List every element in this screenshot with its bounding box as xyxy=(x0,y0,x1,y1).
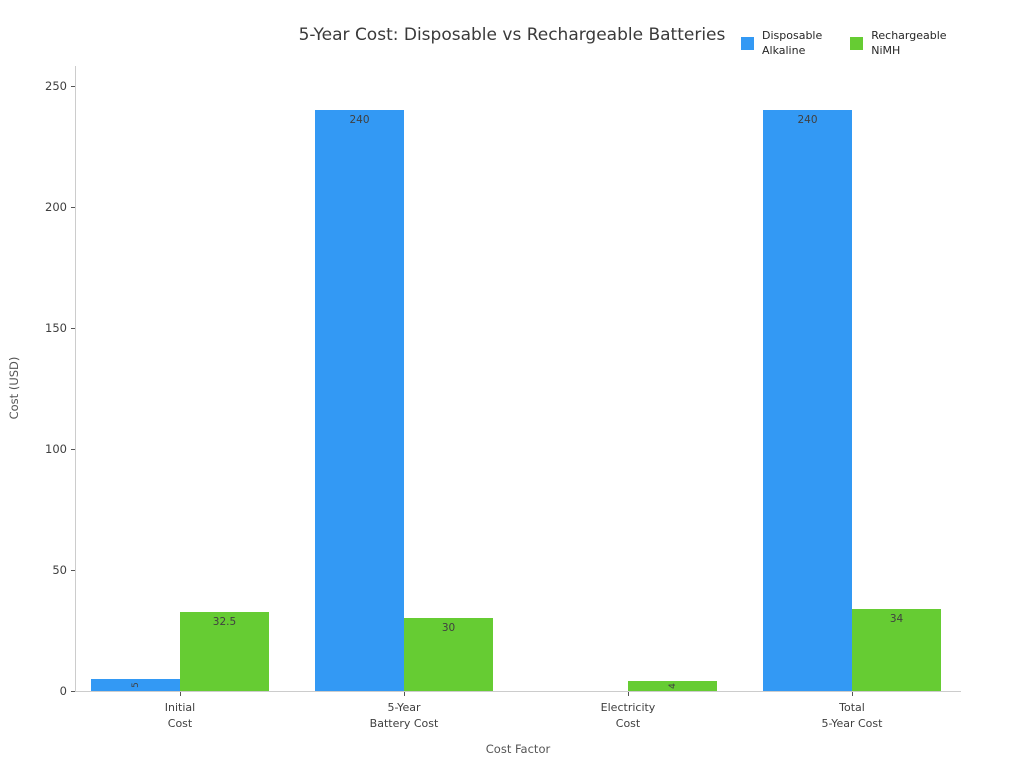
bar-disposable-alkaline-1 xyxy=(315,110,404,691)
x-tick xyxy=(180,692,181,696)
x-tick xyxy=(852,692,853,696)
legend-entry-rechargeable: Rechargeable NiMH xyxy=(850,29,947,58)
x-tick-label: Initial Cost xyxy=(165,700,195,732)
x-tick-label: Electricity Cost xyxy=(601,700,656,732)
x-tick-label: 5-Year Battery Cost xyxy=(370,700,439,732)
y-tick xyxy=(71,207,75,208)
y-axis-title: Cost (USD) xyxy=(7,356,21,420)
y-tick-label: 200 xyxy=(45,200,67,214)
bar-value-label: 240 xyxy=(797,114,818,127)
legend-swatch-rechargeable-icon xyxy=(850,37,864,50)
y-tick-label: 250 xyxy=(45,79,67,93)
legend-label-line: Disposable xyxy=(762,29,823,42)
bar-rechargeable-nimh-1 xyxy=(404,618,493,691)
legend-label-disposable: Disposable Alkaline xyxy=(762,29,822,58)
x-tick-label-line: Total xyxy=(839,701,865,714)
x-tick-label-line: 5-Year xyxy=(387,701,421,714)
x-tick-label-line: Initial xyxy=(164,701,196,714)
bar-value-label: 34 xyxy=(889,612,904,625)
legend: Disposable Alkaline Rechargeable NiMH xyxy=(741,29,947,58)
x-tick-label-line: 5-Year Cost xyxy=(821,717,883,730)
x-tick-label-line: Cost xyxy=(167,717,193,730)
legend-label-line: NiMH xyxy=(871,43,901,57)
bar-rechargeable-nimh-0 xyxy=(180,612,269,691)
x-tick xyxy=(404,692,405,696)
legend-label-rechargeable: Rechargeable NiMH xyxy=(871,29,946,58)
x-tick xyxy=(628,692,629,696)
y-tick xyxy=(71,86,75,87)
legend-swatch-disposable-icon xyxy=(741,37,754,50)
bar-value-label: 30 xyxy=(441,622,456,635)
y-tick xyxy=(71,691,75,692)
bar-value-label: 32.5 xyxy=(212,616,237,629)
legend-label-line: Alkaline xyxy=(762,43,806,57)
bar-disposable-alkaline-3 xyxy=(763,110,852,691)
bar-value-label: 240 xyxy=(349,114,370,127)
legend-entry-disposable: Disposable Alkaline xyxy=(741,29,822,58)
x-tick-label-line: Electricity xyxy=(600,701,656,714)
y-tick-label: 100 xyxy=(45,442,67,456)
y-axis-spine xyxy=(75,66,76,691)
y-tick-label: 0 xyxy=(59,684,67,698)
bar-disposable-alkaline-0 xyxy=(91,678,180,691)
bar-rechargeable-nimh-3 xyxy=(852,608,941,691)
y-tick-label: 50 xyxy=(52,563,67,577)
x-tick-label-line: Battery Cost xyxy=(369,717,439,730)
x-tick-label-line: Cost xyxy=(615,717,641,730)
y-tick-label: 150 xyxy=(45,321,67,335)
bar-value-label: 4 xyxy=(667,683,678,690)
chart-title: 5-Year Cost: Disposable vs Rechargeable … xyxy=(298,25,726,45)
legend-label-line: Rechargeable xyxy=(871,29,947,42)
x-axis-spine xyxy=(75,691,961,692)
x-axis-title: Cost Factor xyxy=(485,742,551,756)
bar-value-label: 5 xyxy=(130,682,141,688)
x-tick-label: Total 5-Year Cost xyxy=(822,700,883,732)
y-tick xyxy=(71,570,75,571)
y-tick xyxy=(71,449,75,450)
bar-rechargeable-nimh-2 xyxy=(628,681,717,691)
y-tick xyxy=(71,328,75,329)
